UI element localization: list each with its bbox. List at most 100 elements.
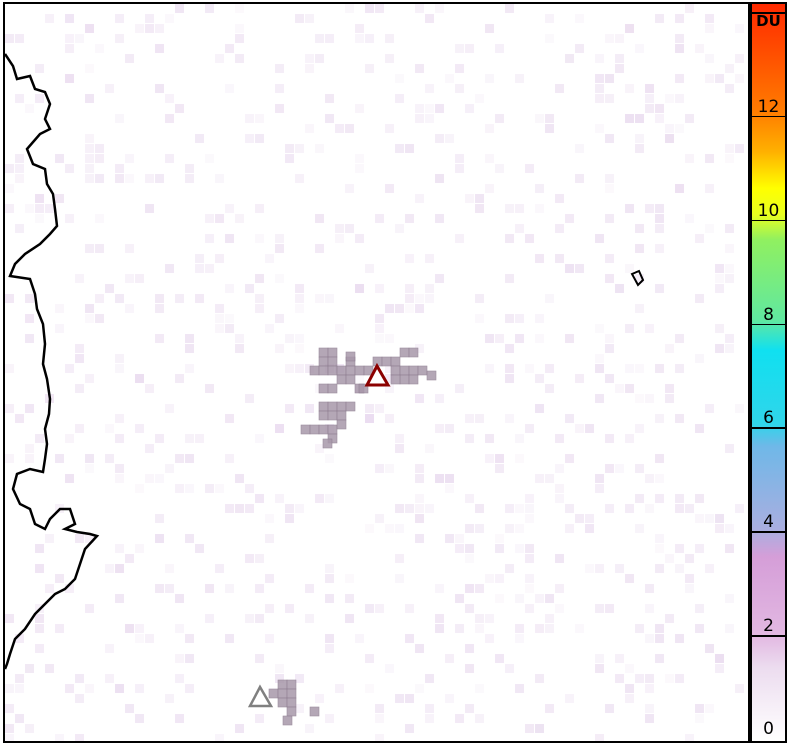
noise-pixel xyxy=(735,684,744,693)
noise-pixel xyxy=(45,14,54,23)
plume-pixel xyxy=(327,433,338,444)
noise-pixel xyxy=(695,234,704,243)
noise-pixel xyxy=(25,294,34,303)
noise-pixel xyxy=(595,324,604,333)
plume-pixel xyxy=(336,419,347,430)
noise-pixel xyxy=(65,74,74,83)
noise-pixel xyxy=(295,294,304,303)
noise-pixel xyxy=(65,34,74,43)
noise-pixel xyxy=(655,284,664,293)
noise-pixel xyxy=(555,604,564,613)
noise-pixel xyxy=(515,314,524,323)
noise-pixel xyxy=(155,514,164,523)
noise-pixel xyxy=(285,504,294,513)
noise-pixel xyxy=(65,584,74,593)
noise-pixel xyxy=(675,364,684,373)
noise-pixel xyxy=(105,674,114,683)
noise-pixel xyxy=(215,254,224,263)
noise-pixel xyxy=(685,4,694,13)
noise-pixel xyxy=(385,184,394,193)
noise-pixel xyxy=(275,674,284,683)
noise-pixel xyxy=(595,664,604,673)
noise-pixel xyxy=(275,314,284,323)
noise-pixel xyxy=(285,404,294,413)
noise-pixel xyxy=(135,634,144,643)
noise-pixel xyxy=(35,204,44,213)
noise-pixel xyxy=(715,654,724,663)
noise-pixel xyxy=(15,714,24,723)
noise-pixel xyxy=(285,364,294,373)
noise-pixel xyxy=(415,514,424,523)
noise-pixel xyxy=(725,334,734,343)
noise-pixel xyxy=(685,734,694,743)
noise-pixel xyxy=(305,364,314,373)
noise-pixel xyxy=(405,504,414,513)
noise-pixel xyxy=(5,364,14,373)
noise-pixel xyxy=(585,424,594,433)
noise-pixel xyxy=(635,524,644,533)
noise-pixel xyxy=(635,364,644,373)
noise-pixel xyxy=(675,124,684,133)
noise-pixel xyxy=(415,514,424,523)
noise-pixel xyxy=(455,234,464,243)
noise-pixel xyxy=(555,254,564,263)
noise-pixel xyxy=(695,44,704,53)
noise-pixel xyxy=(605,704,614,713)
noise-pixel xyxy=(535,184,544,193)
noise-pixel xyxy=(495,594,504,603)
noise-pixel xyxy=(365,414,374,423)
noise-pixel xyxy=(225,504,234,513)
noise-pixel xyxy=(385,414,394,423)
plume-pixel xyxy=(322,438,333,449)
noise-pixel xyxy=(465,604,474,613)
noise-pixel xyxy=(175,594,184,603)
noise-pixel xyxy=(365,264,374,273)
noise-pixel xyxy=(495,544,504,553)
noise-pixel xyxy=(475,294,484,303)
noise-pixel xyxy=(305,724,314,733)
noise-pixel xyxy=(15,224,24,233)
noise-pixel xyxy=(715,324,724,333)
noise-pixel xyxy=(665,134,674,143)
noise-pixel xyxy=(735,504,744,513)
noise-pixel xyxy=(185,634,194,643)
noise-pixel xyxy=(365,4,374,13)
noise-pixel xyxy=(655,494,664,503)
noise-pixel xyxy=(255,114,264,123)
noise-pixel xyxy=(75,734,84,743)
noise-pixel xyxy=(385,334,394,343)
noise-pixel xyxy=(135,684,144,693)
noise-pixel xyxy=(675,34,684,43)
noise-pixel xyxy=(645,324,654,333)
noise-pixel xyxy=(395,694,404,703)
noise-pixel xyxy=(135,544,144,553)
noise-pixel xyxy=(595,604,604,613)
noise-pixel xyxy=(645,604,654,613)
noise-pixel xyxy=(475,684,484,693)
noise-pixel xyxy=(315,494,324,503)
noise-pixel xyxy=(5,684,14,693)
noise-pixel xyxy=(505,344,514,353)
noise-pixel xyxy=(645,714,654,723)
colorbar-tick xyxy=(752,115,785,118)
noise-pixel xyxy=(85,604,94,613)
noise-pixel xyxy=(485,614,494,623)
noise-pixel xyxy=(485,574,494,583)
noise-pixel xyxy=(105,644,114,653)
noise-pixel xyxy=(115,414,124,423)
noise-pixel xyxy=(325,454,334,463)
noise-pixel xyxy=(635,394,644,403)
noise-pixel xyxy=(5,204,14,213)
plume-pixel xyxy=(327,356,338,367)
noise-pixel xyxy=(115,474,124,483)
noise-pixel xyxy=(555,554,564,563)
noise-pixel xyxy=(135,274,144,283)
colorbar: DU 0 2 4 6 8 10 12 xyxy=(750,2,787,743)
noise-pixel xyxy=(395,304,404,313)
noise-pixel xyxy=(565,264,574,273)
noise-pixel xyxy=(175,714,184,723)
colorbar-tick-label: 12 xyxy=(757,96,780,117)
noise-pixel xyxy=(625,204,634,213)
plume-pixel xyxy=(345,365,356,376)
noise-pixel xyxy=(5,404,14,413)
